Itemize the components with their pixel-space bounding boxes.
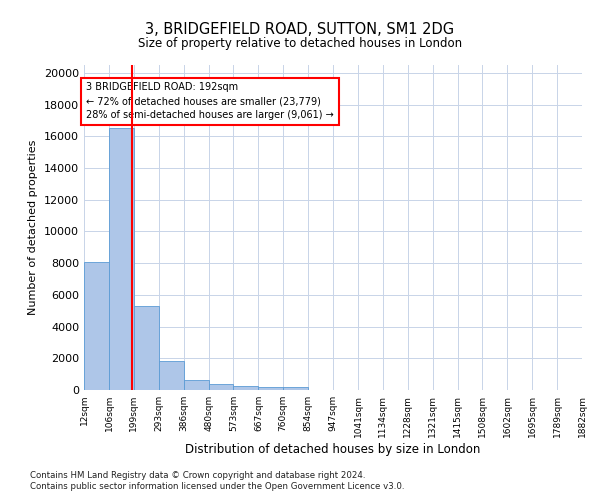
Text: 3, BRIDGEFIELD ROAD, SUTTON, SM1 2DG: 3, BRIDGEFIELD ROAD, SUTTON, SM1 2DG: [145, 22, 455, 38]
Bar: [134, 306, 159, 390]
Bar: [184, 380, 209, 390]
Text: Contains public sector information licensed under the Open Government Licence v3: Contains public sector information licen…: [30, 482, 404, 491]
Bar: [259, 387, 283, 390]
Bar: [209, 384, 233, 390]
Bar: [283, 387, 308, 390]
Text: Size of property relative to detached houses in London: Size of property relative to detached ho…: [138, 38, 462, 51]
Bar: [84, 262, 109, 390]
X-axis label: Distribution of detached houses by size in London: Distribution of detached houses by size …: [185, 442, 481, 456]
Bar: [233, 386, 259, 390]
Text: 3 BRIDGEFIELD ROAD: 192sqm
← 72% of detached houses are smaller (23,779)
28% of : 3 BRIDGEFIELD ROAD: 192sqm ← 72% of deta…: [86, 82, 334, 120]
Text: Contains HM Land Registry data © Crown copyright and database right 2024.: Contains HM Land Registry data © Crown c…: [30, 470, 365, 480]
Y-axis label: Number of detached properties: Number of detached properties: [28, 140, 38, 315]
Bar: [159, 360, 184, 390]
Bar: [109, 128, 134, 390]
